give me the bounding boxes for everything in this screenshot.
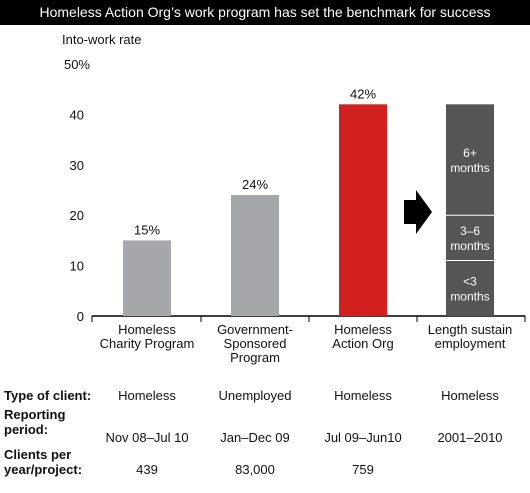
table-row-label-line: period: — [4, 422, 49, 437]
stacked-segment — [446, 215, 494, 261]
right-arrow-icon — [404, 190, 432, 234]
table-row-label: Clients per year/project: — [4, 447, 82, 477]
bar — [339, 104, 387, 316]
table-row-label-line: year/project: — [4, 462, 83, 477]
y-tick-label: 20 — [70, 208, 84, 223]
bar — [123, 240, 171, 316]
bar-value-label: 42% — [350, 86, 376, 101]
segment-label: months — [450, 161, 489, 175]
y-tick-label: 0 — [77, 309, 84, 324]
category-label: Action Org — [332, 336, 393, 351]
table-cell: Unemployed — [218, 388, 292, 403]
table-cell: 439 — [136, 462, 158, 477]
y-tick-label: 10 — [70, 259, 84, 274]
table-row-label: Reporting period: — [4, 407, 65, 437]
table-cell: Jul 09–Jun10 — [324, 430, 402, 445]
category-label: employment — [435, 336, 506, 351]
y-tick-label: 30 — [70, 158, 84, 173]
stacked-segment — [446, 260, 494, 316]
table-row-label-line: Reporting — [4, 407, 66, 422]
table-cell: Homeless — [441, 388, 499, 403]
segment-label: months — [450, 239, 489, 253]
table-row-label-line: Type of client: — [4, 388, 92, 403]
category-label: Homeless — [118, 322, 176, 337]
table-cell: Nov 08–Jul 10 — [105, 430, 189, 445]
bar-chart: 01020304050%15%24%42%<3months3–6months6+… — [64, 57, 526, 365]
segment-label: months — [450, 289, 489, 303]
segment-label: 3–6 — [460, 224, 480, 238]
y-tick-label: 50% — [64, 57, 90, 72]
y-axis-label: Into-work rate — [62, 32, 142, 47]
segment-label: 6+ — [463, 146, 477, 160]
table-cell: Homeless — [334, 388, 392, 403]
y-tick-label: 40 — [70, 107, 84, 122]
table-row-label: Type of client: — [4, 388, 91, 403]
table-cell: 2001–2010 — [437, 430, 503, 445]
category-label: Government- — [217, 322, 293, 337]
table-cell: Homeless — [118, 388, 176, 403]
category-label: Program — [230, 350, 280, 365]
category-label: Homeless — [334, 322, 392, 337]
table-row-label-line: Clients per — [4, 447, 72, 462]
chart-title: Homeless Action Org’s work program has s… — [0, 0, 530, 25]
bar — [231, 195, 279, 316]
category-label: Length sustain — [428, 322, 513, 337]
bar-value-label: 15% — [134, 222, 160, 237]
bar-value-label: 24% — [242, 177, 268, 192]
category-label: Charity Program — [100, 336, 195, 351]
stacked-segment — [446, 104, 494, 216]
category-label: Sponsored — [224, 336, 287, 351]
segment-label: <3 — [463, 274, 477, 288]
table-cell: Jan–Dec 09 — [220, 430, 290, 445]
table-cell: 83,000 — [235, 462, 275, 477]
table-cell: 759 — [352, 462, 374, 477]
